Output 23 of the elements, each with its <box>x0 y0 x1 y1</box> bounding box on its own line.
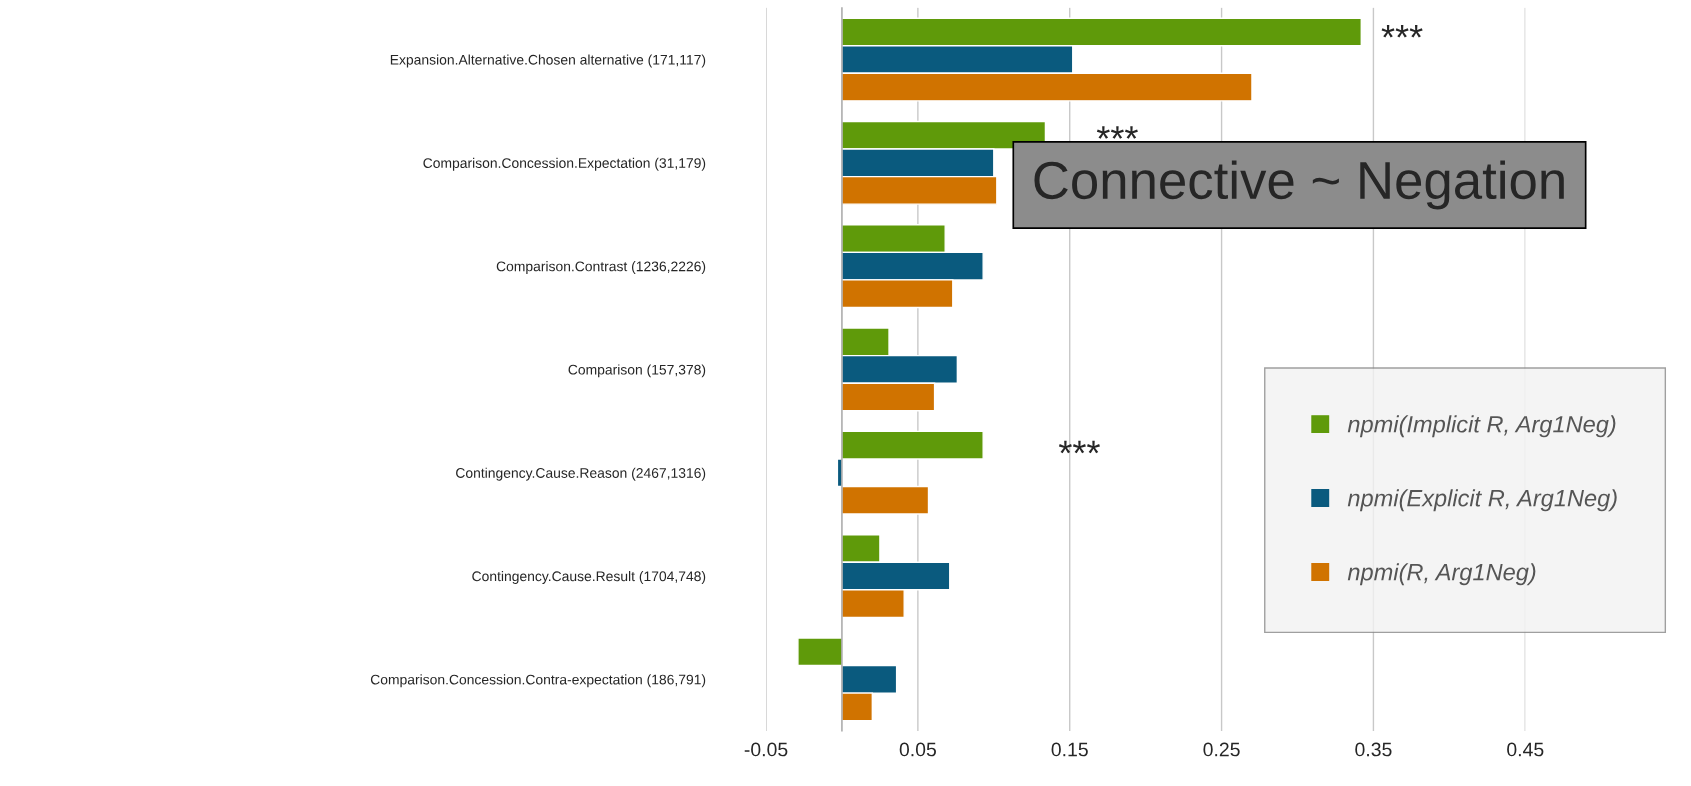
bar <box>841 430 984 460</box>
annotation: *** <box>1096 126 1138 139</box>
x-tick-label: 0.45 <box>1507 742 1544 757</box>
y-tick-label: Contingency.Cause.Reason (2467,1316) <box>456 467 706 481</box>
bar <box>841 485 930 515</box>
bar <box>797 637 843 667</box>
x-tick-label: 0.35 <box>1355 742 1392 757</box>
legend-label: npmi(R, Arg1Neg) <box>1347 563 1536 586</box>
x-tick-label: 0.15 <box>1051 742 1088 757</box>
legend-label: npmi(Implicit R, Arg1Neg) <box>1347 415 1616 438</box>
legend-label: npmi(Explicit R, Arg1Neg) <box>1347 489 1617 512</box>
x-tick-label: 0.25 <box>1203 742 1240 757</box>
y-tick-label: Comparison (157,378) <box>568 364 706 378</box>
y-tick-label: Contingency.Cause.Result (1704,748) <box>472 570 706 584</box>
x-tick-label: 0.05 <box>899 742 936 757</box>
y-tick-label: Comparison.Concession.Expectation (31,179) <box>423 157 706 171</box>
y-tick-label: Expansion.Alternative.Chosen alternative (171,117) <box>390 54 706 68</box>
annotation: *** <box>1058 440 1100 454</box>
x-tick-label: -0.05 <box>744 742 788 757</box>
y-tick-label: Comparison.Contrast (1236,2226) <box>496 261 706 275</box>
y-tick-label: Comparison.Concession.Contra-expectation (186,791) <box>370 674 706 688</box>
annotation: Connective ~ Negation <box>1034 160 1564 210</box>
annotation: *** <box>1381 24 1423 38</box>
